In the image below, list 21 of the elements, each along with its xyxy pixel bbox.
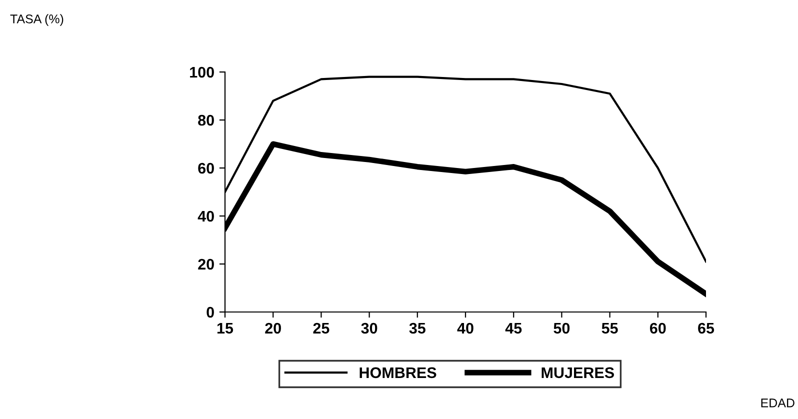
x-tick-label: 50 xyxy=(554,322,570,334)
y-tick-label: 100 xyxy=(190,66,214,78)
y-tick-label: 0 xyxy=(206,306,214,318)
x-tick-label: 30 xyxy=(361,322,378,334)
x-tick-label: 45 xyxy=(505,322,522,334)
x-tick-label: 60 xyxy=(650,322,666,334)
x-tick-label: 55 xyxy=(602,322,618,334)
x-tick-label: 20 xyxy=(265,322,281,334)
y-tick-label: 60 xyxy=(198,162,214,174)
x-tick-label: 35 xyxy=(409,322,426,334)
x-tick-label: 25 xyxy=(313,322,330,334)
legend-label: MUJERES xyxy=(542,367,614,378)
y-tick-label: 20 xyxy=(198,258,214,270)
x-tick-label: 15 xyxy=(217,322,234,334)
y-tick-label: 80 xyxy=(198,114,214,126)
x-tick-label: 65 xyxy=(698,322,714,334)
legend-label: HOMBRES xyxy=(360,367,436,378)
x-tick-label: 40 xyxy=(457,322,474,334)
y-tick-label: 40 xyxy=(198,210,214,222)
text: TASA (%) xyxy=(10,14,64,26)
text: EDAD xyxy=(761,398,794,408)
